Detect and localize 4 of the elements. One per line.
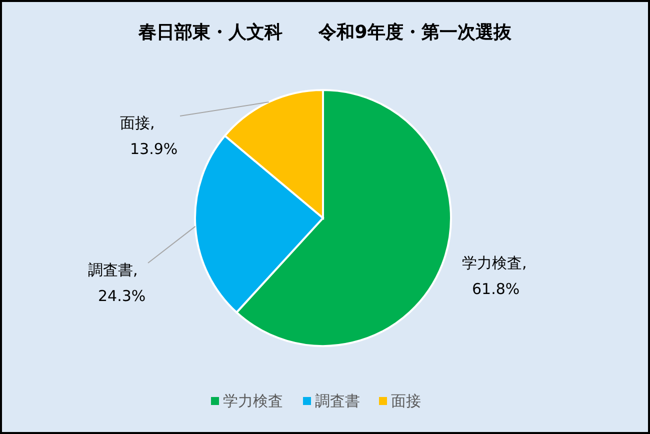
legend-label: 学力検査: [223, 392, 283, 410]
chart-title: 春日部東・人文科 令和9年度・第一次選抜: [138, 22, 512, 43]
legend-label: 調査書: [315, 392, 360, 410]
legend-label: 面接: [391, 392, 421, 410]
